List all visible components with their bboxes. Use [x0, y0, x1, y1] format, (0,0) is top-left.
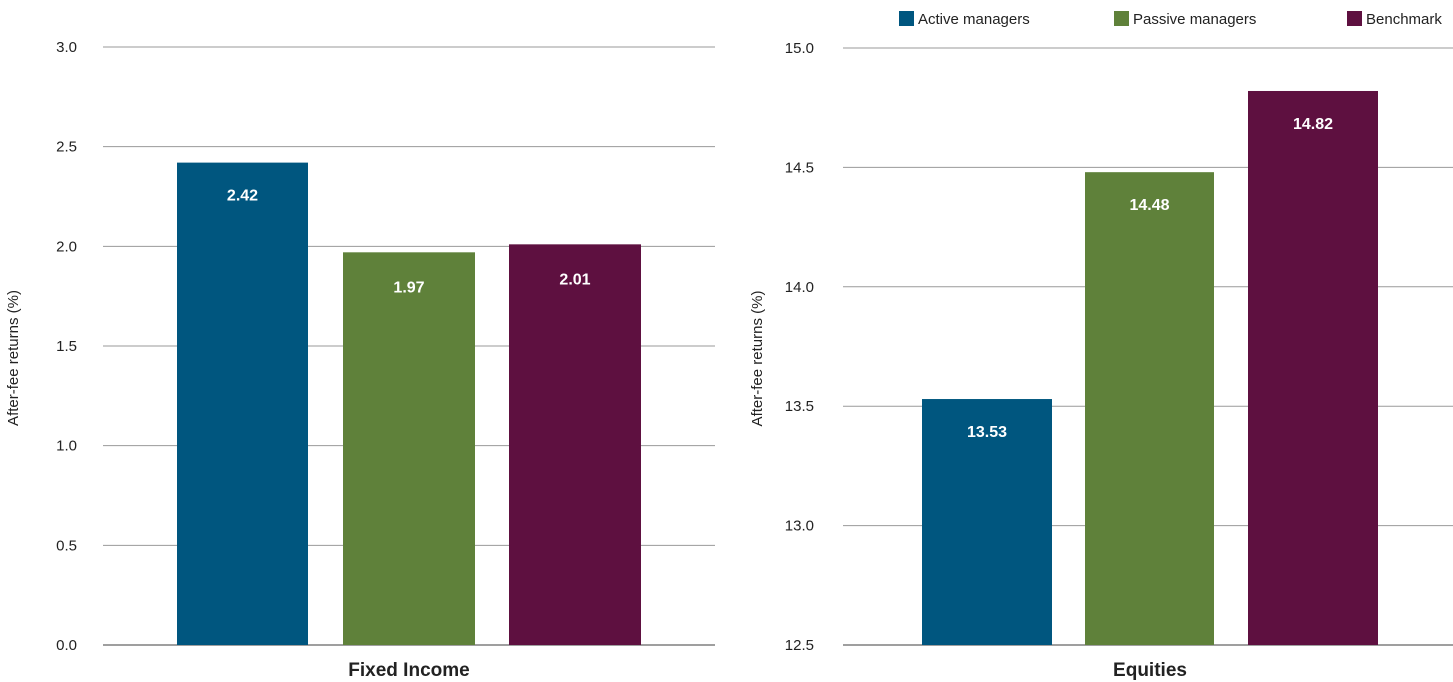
- fi-data-label: 1.97: [393, 279, 424, 296]
- legend-swatch-passive: [1114, 11, 1129, 26]
- legend-label-passive: Passive managers: [1133, 11, 1256, 28]
- equities-chart: 12.5 13.0 13.5 14.0 14.5 15.0 After-fee return…: [749, 40, 1453, 681]
- eq-data-label: 14.82: [1293, 116, 1333, 133]
- fi-y-tick-label: 3.0: [56, 39, 77, 56]
- eq-y-tick-label: 12.5: [785, 637, 814, 654]
- fi-y-tick-label: 1.5: [56, 338, 77, 355]
- fi-y-tick-label: 0.5: [56, 537, 77, 554]
- fi-bar-active: [177, 162, 308, 645]
- fi-data-label: 2.01: [559, 271, 590, 288]
- eq-data-label: 13.53: [967, 424, 1007, 441]
- legend-label-benchmark: Benchmark: [1366, 11, 1442, 28]
- eq-y-tick-label: 13.0: [785, 518, 814, 535]
- fi-bar-passive: [343, 252, 475, 645]
- legend-swatch-active: [899, 11, 914, 26]
- fi-y-tick-label: 0.0: [56, 637, 77, 654]
- eq-bar-active: [922, 399, 1052, 645]
- fi-category-label: Fixed Income: [348, 660, 469, 681]
- fi-y-tick-label: 2.0: [56, 238, 77, 255]
- eq-y-tick-label: 14.5: [785, 159, 814, 176]
- eq-y-tick-label: 15.0: [785, 40, 814, 57]
- fixed-income-chart: 0.0 0.5 1.0 1.5 2.0 2.5 3.0 After-fee returns (…: [5, 39, 715, 681]
- eq-y-axis-title: After-fee returns (%): [749, 291, 766, 427]
- legend-label-active: Active managers: [918, 11, 1030, 28]
- eq-y-tick-label: 13.5: [785, 398, 814, 415]
- eq-category-label: Equities: [1113, 660, 1187, 681]
- fi-y-tick-label: 2.5: [56, 139, 77, 156]
- chart-legend: Active managers Passive managers Benchmark: [899, 11, 1442, 28]
- eq-data-label: 14.48: [1129, 197, 1169, 214]
- fi-y-tick-label: 1.0: [56, 438, 77, 455]
- fi-bar-benchmark: [509, 244, 641, 645]
- eq-y-tick-label: 14.0: [785, 279, 814, 296]
- fi-y-axis-title: After-fee returns (%): [5, 290, 22, 426]
- fi-data-label: 2.42: [227, 188, 258, 205]
- eq-bar-passive: [1085, 172, 1214, 645]
- eq-bar-benchmark: [1248, 90, 1378, 645]
- legend-swatch-benchmark: [1347, 11, 1362, 26]
